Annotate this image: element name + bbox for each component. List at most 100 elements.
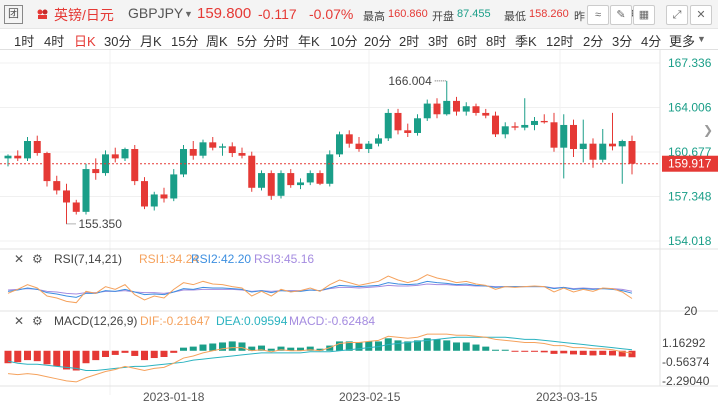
macd-bar (589, 350, 597, 356)
macd-bar (14, 350, 22, 363)
candle-body (141, 181, 148, 207)
macd-bar (4, 350, 12, 364)
candle-body (628, 141, 636, 164)
tab-3m[interactable]: 3分 (612, 34, 633, 49)
candle-body (267, 173, 275, 196)
macd-tick-label: -0.56374 (662, 355, 710, 369)
dif-value: DIF:-0.21647 (140, 314, 211, 328)
candle-body (82, 169, 90, 212)
tab-weekly[interactable]: 周K (206, 34, 228, 49)
candle-body (170, 174, 178, 199)
candle-body (72, 202, 80, 212)
tab-6h[interactable]: 6时 (457, 34, 478, 49)
macd-bar (277, 346, 285, 351)
tab-4m[interactable]: 4分 (641, 34, 662, 49)
macd-bar (150, 350, 158, 359)
scroll-right-icon: ❯ (703, 123, 713, 137)
macd-bar (141, 350, 148, 361)
macd-bar (560, 350, 568, 354)
candle-body (433, 103, 441, 115)
candle-body (443, 100, 451, 115)
tab-15m[interactable]: 15分 (171, 34, 199, 49)
candle-body (189, 149, 197, 156)
current-price-label: 159.917 (668, 157, 712, 171)
candle-body (297, 182, 304, 186)
collapse-icon[interactable]: ✕ (14, 252, 25, 266)
pair-name-en[interactable]: GBPJPY (128, 5, 184, 21)
tab-quarterly[interactable]: 季K (515, 34, 537, 49)
date-label: 2023-03-15 (536, 390, 598, 404)
tab-timeshare[interactable]: 分时 (263, 34, 290, 49)
macd-bar (63, 350, 70, 370)
high-value: 160.860 (388, 8, 428, 20)
tab-30m[interactable]: 30分 (104, 34, 132, 49)
tab-20m[interactable]: 20分 (364, 34, 392, 49)
current-price-box (662, 155, 718, 172)
candle-body (589, 143, 597, 160)
candle-body (336, 134, 343, 155)
macd-bar (102, 350, 109, 357)
macd-bar (404, 341, 412, 351)
max-price-label: 166.004 (388, 74, 432, 88)
tab-monthly[interactable]: 月K (140, 34, 162, 49)
extra-label: 昨 (574, 11, 585, 23)
macd-bar (570, 350, 577, 355)
candle-body (492, 115, 499, 135)
close-icon[interactable]: ✕ (690, 5, 712, 25)
macd-bar (414, 340, 421, 351)
kline-chart[interactable]: 166.004 155.350 167.336 164.006 160.677 157.… (0, 50, 718, 417)
indicator-tool-icon[interactable]: ≈ (587, 5, 609, 25)
rsi3-value: RSI3:45.16 (254, 252, 315, 266)
period-tabs: 1时 4时 日K 30分 月K 15分 周K 5分 分时 年K 10分 20分 … (0, 29, 718, 50)
candle-body (258, 173, 265, 188)
tab-2h[interactable]: 2时 (399, 34, 420, 49)
dif-line (7, 333, 633, 383)
date-label: 2023-02-15 (339, 390, 401, 404)
tab-daily[interactable]: 日K (74, 34, 96, 49)
draw-tool-icon[interactable]: ✎ (610, 5, 632, 25)
rsi-title: RSI(7,14,21) (54, 252, 123, 266)
macd-bar (531, 350, 538, 352)
more-chevron-icon[interactable]: ▼ (697, 34, 706, 44)
candle-body (43, 153, 51, 182)
candle-body (531, 120, 538, 125)
candle-body (453, 100, 460, 112)
macd-bar (160, 350, 168, 357)
settings-icon[interactable]: ⚙ (32, 314, 43, 328)
candle-body (92, 169, 100, 174)
tab-10m[interactable]: 10分 (330, 34, 358, 49)
candle-body (277, 173, 285, 196)
rsi1-value: RSI1:34.24 (139, 252, 200, 266)
price-change-pct: -0.07% (309, 6, 354, 22)
macd-bar (24, 350, 31, 361)
macd-bar (199, 344, 207, 351)
expand-icon[interactable]: ⤢ (666, 5, 688, 25)
pair-dropdown-icon[interactable]: ▼ (184, 9, 193, 19)
collapse-icon[interactable]: ✕ (14, 314, 25, 328)
candle-body (33, 141, 41, 154)
tab-4h[interactable]: 4时 (44, 34, 65, 49)
tab-more[interactable]: 更多 (669, 34, 696, 49)
tab-8h[interactable]: 8时 (486, 34, 507, 49)
candle-body (472, 106, 480, 113)
macd-bar (618, 350, 626, 357)
tab-5m[interactable]: 5分 (237, 34, 258, 49)
tab-3h[interactable]: 3时 (428, 34, 449, 49)
toggle-panel-icon[interactable]: ▦ (633, 5, 655, 25)
candle-body (180, 149, 187, 175)
macd-tick-label: -2.29040 (662, 374, 710, 388)
high-label: 最高 (363, 11, 385, 23)
tab-1h[interactable]: 1时 (14, 34, 35, 49)
settings-icon[interactable]: ⚙ (32, 252, 43, 266)
candle-body (209, 142, 217, 148)
tab-12h[interactable]: 12时 (546, 34, 574, 49)
tab-2m[interactable]: 2分 (583, 34, 604, 49)
candle-body (394, 112, 402, 131)
macd-bar (248, 346, 256, 351)
open-label: 开盘 (432, 11, 454, 23)
pair-name-cn[interactable]: 英镑/日元 (54, 7, 114, 23)
macd-bar (219, 342, 226, 351)
candle-body (121, 149, 129, 159)
tab-yearly[interactable]: 年K (298, 34, 320, 49)
candle-body (131, 149, 139, 182)
